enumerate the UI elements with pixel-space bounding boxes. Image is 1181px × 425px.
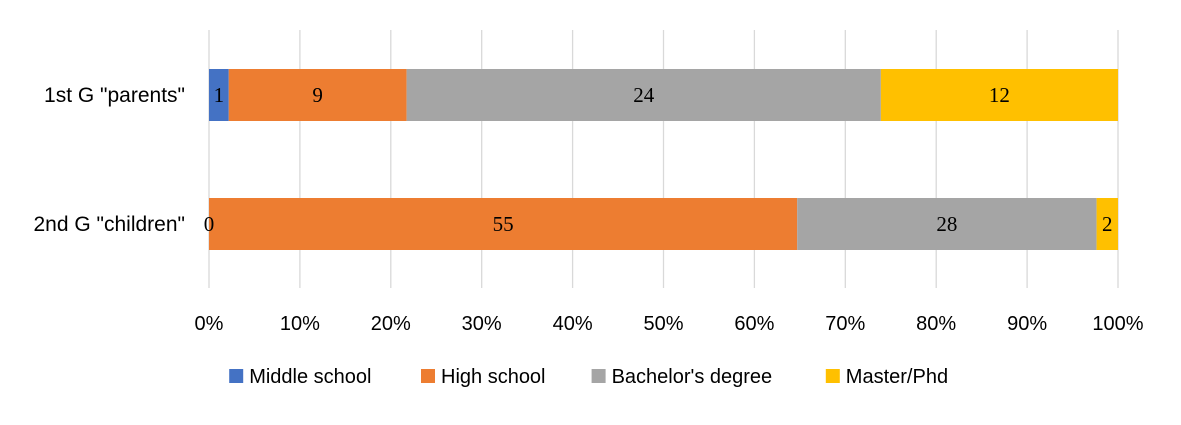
x-tick-label: 70% <box>825 313 865 335</box>
x-tick-label: 20% <box>371 313 411 335</box>
x-tick-label: 0% <box>195 313 224 335</box>
bar-segment <box>209 198 798 250</box>
bar-segment <box>228 69 407 121</box>
bar-segment <box>880 69 1118 121</box>
legend-label: Middle school <box>249 366 371 388</box>
bar-segment <box>209 69 229 121</box>
x-tick-label: 30% <box>462 313 502 335</box>
bar-segment <box>797 198 1097 250</box>
x-tick-label: 50% <box>643 313 683 335</box>
bar-segment <box>1096 198 1118 250</box>
data-label: 9 <box>312 83 323 107</box>
data-labels: 1 9 24 12 0 55 28 2 <box>204 83 1113 236</box>
data-label: 24 <box>633 83 655 107</box>
data-label: 28 <box>936 212 957 236</box>
bars <box>209 69 1118 250</box>
x-tick-label: 10% <box>280 313 320 335</box>
legend-item: High school <box>421 366 546 388</box>
category-label: 2nd G "children" <box>34 213 186 236</box>
x-tick-label: 90% <box>1007 313 1047 335</box>
x-tick-label: 60% <box>734 313 774 335</box>
legend-item: Bachelor's degree <box>591 366 773 388</box>
legend-swatch <box>229 369 244 383</box>
legend-swatch <box>421 369 435 383</box>
legend-label: Master/Phd <box>846 366 948 388</box>
axes: 0% 10% 20% 30% 40% 50% 60% 70% 80% 90% 100% 1st G "… <box>34 84 1144 335</box>
legend: Middle school High school Bachelor's degre… <box>229 366 948 388</box>
data-label: 0 <box>204 212 215 236</box>
legend-swatch <box>591 369 606 383</box>
legend-item: Middle school <box>229 366 371 388</box>
x-tick-label: 80% <box>916 313 956 335</box>
bar-segment <box>406 69 881 121</box>
data-label: 2 <box>1102 212 1113 236</box>
data-label: 1 <box>214 83 225 107</box>
x-tick-label: 40% <box>553 313 593 335</box>
legend-item: Master/Phd <box>825 366 948 388</box>
legend-label: High school <box>441 366 546 388</box>
legend-label: Bachelor's degree <box>612 366 773 388</box>
data-label: 55 <box>493 212 514 236</box>
x-tick-label: 100% <box>1092 313 1143 335</box>
legend-swatch <box>825 369 840 383</box>
category-label: 1st G "parents" <box>44 84 185 107</box>
data-label: 12 <box>989 83 1010 107</box>
